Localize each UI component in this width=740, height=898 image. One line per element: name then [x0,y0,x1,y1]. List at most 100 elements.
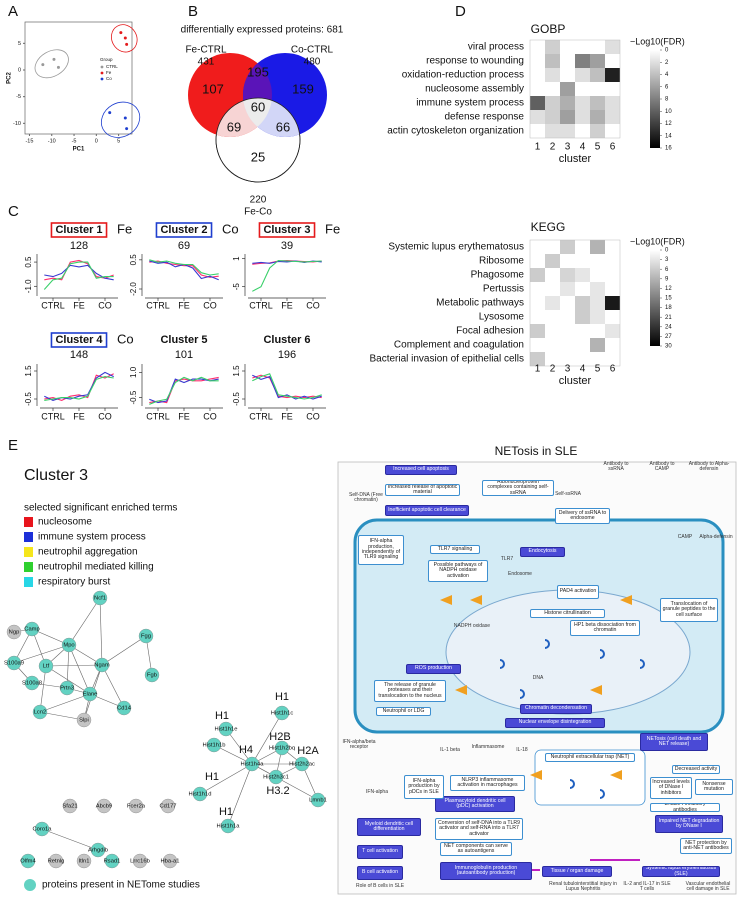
node-label: Hist1h1d [189,792,212,798]
term-swatch [24,562,33,572]
heatmap-cell [560,324,575,338]
profile-line [43,261,114,290]
heatmap-cell [530,268,545,282]
node-label: Arhgdib [88,848,108,854]
pathway-box: Inefficient apoptotic cell clearance [385,505,469,516]
pathway-label: IL-1 beta [440,747,460,753]
heatmap-cell [590,54,605,68]
colorbar-tick-label: 15 [665,296,672,302]
network-edge [227,763,253,827]
pathway-box: HP1 beta dissociation from chromatin [570,620,640,636]
network-node [92,590,108,606]
point [125,42,129,46]
heatmap-cell [575,110,590,124]
heatmap-cell [560,40,575,54]
network-node [160,798,176,814]
heatmap-cell [590,282,605,296]
heatmap-cell [530,324,545,338]
group-ellipse [34,49,69,79]
heatmap-cell [530,110,545,124]
cluster-title: Cluster 1 [55,224,102,236]
pathway-label: Alpha-defensin [699,534,733,540]
pathway-box: Decreased activity [672,765,720,774]
heatmap-cell [545,124,560,138]
heatmap-cell [590,240,605,254]
node-label: Hist1h1a [217,824,241,830]
node-label: Retnlg [48,859,65,865]
heatmap-cell [530,68,545,82]
heatmap-cell [590,310,605,324]
heatmap-title: GOBP [531,22,566,36]
heatmap-cell [590,338,605,352]
heatmap-cell [590,96,605,110]
cluster-tag: Co [222,221,239,236]
row-label: Focal adhesion [456,326,524,337]
x-axis-label: PC1 [73,147,85,153]
net-zone [534,749,646,806]
row-label: oxidation-reduction process [402,70,524,81]
heatmap-cell [575,82,590,96]
network-node [206,737,222,753]
network-edge [251,763,319,801]
venn-count: 25 [251,149,265,164]
enzyme-icon [590,685,602,695]
heatmap-cell [575,338,590,352]
group-label: H3.2 [266,785,289,797]
row-label: Metabolic pathways [436,298,524,309]
y-tick-label: -1.0 [24,279,33,293]
node-label: Lmnb1 [309,798,327,804]
pathway-label: NADPH oxidase [453,623,491,629]
network-node [48,853,64,869]
node-label: Ngam [94,663,110,669]
pathway-box: Plasmacytoid dendritic cell (pDC) activa… [435,796,515,812]
network-node [59,680,75,696]
y-tick-label: -0.5 [232,392,241,406]
term-label: nucleosome [38,517,92,528]
term-swatch [24,532,33,542]
group-ellipse [111,24,138,53]
pathway-box: Impaired NET degradation by DNase I [655,815,723,833]
column-label: 3 [565,142,571,153]
heatmap-frame [529,39,621,139]
heatmap-cell [605,110,620,124]
colorbar-tick-label: 12 [665,286,672,292]
x-axis-label: cluster [559,153,592,165]
column-label: 4 [580,364,586,375]
heatmap-cell [590,268,605,282]
network-edge [68,597,101,646]
x-tick-label: 0 [95,138,98,144]
venn-count: 159 [292,81,314,96]
heatmap-cell [575,310,590,324]
heatmap-cell [590,324,605,338]
column-label: 6 [610,142,616,153]
y-tick-label: 0.5 [24,256,33,268]
panel-letter: A [8,3,18,20]
cluster-title-box [50,332,108,348]
heatmap-cell [530,282,545,296]
heatmap-cell [590,82,605,96]
heatmap-cell [605,352,620,366]
network-edge [39,711,85,721]
pathway-box: IFN-alpha production, independently of T… [358,535,404,565]
x-tick-label: CTRL [41,300,65,310]
node-label: Rsad1 [104,859,121,865]
network-node [62,798,78,814]
enzyme-icon [620,595,632,605]
profile-line [252,259,322,292]
group-label: H1 [205,771,219,783]
network-node [144,667,160,683]
network-node [220,818,236,834]
heatmap-cell [590,296,605,310]
pathway-box: Myeloid dendritic cell differentiation [357,818,421,836]
network-edge [45,664,103,667]
legend-label: Co [106,76,112,81]
colorbar-tick-label: 16 [665,146,672,152]
network-edge [13,644,70,664]
heatmap-cell [590,254,605,268]
cluster-title-box [50,222,108,238]
y-tick-label: -0.5 [24,392,33,406]
network-node [128,798,144,814]
pathway-box: NET protection by anti-NET antibodies [680,838,732,854]
venn-set-total: 480 [304,57,321,68]
cluster-title: Cluster 3 [263,224,310,236]
